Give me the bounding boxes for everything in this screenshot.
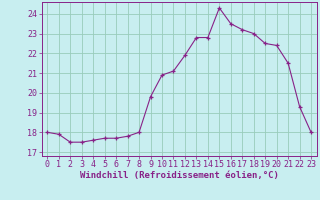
X-axis label: Windchill (Refroidissement éolien,°C): Windchill (Refroidissement éolien,°C) [80,171,279,180]
